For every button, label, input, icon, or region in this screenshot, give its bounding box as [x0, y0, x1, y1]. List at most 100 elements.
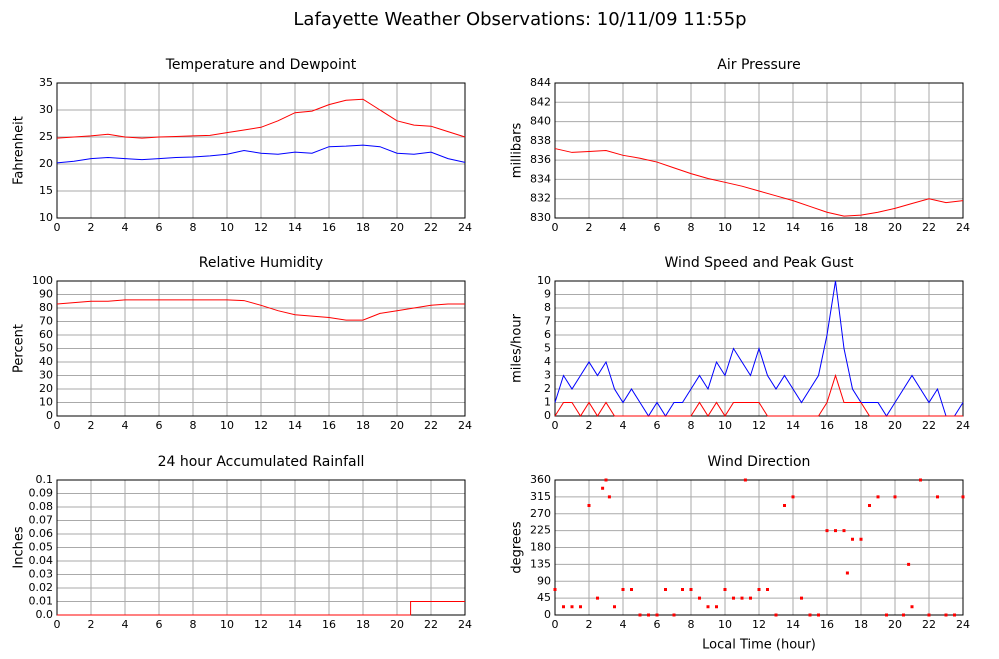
x-tick-label: 8	[190, 618, 197, 631]
x-tick-label: 2	[88, 618, 95, 631]
x-tick-label: 2	[586, 618, 593, 631]
y-tick-label: 840	[530, 115, 551, 128]
y-tick-label: 3	[544, 369, 551, 382]
x-tick-label: 14	[288, 221, 302, 234]
subplot-title: Wind Direction	[708, 454, 811, 470]
y-tick-label: 5	[544, 342, 551, 355]
y-tick-label: 2	[544, 382, 551, 395]
x-tick-label: 22	[424, 221, 438, 234]
scatter-point	[647, 613, 650, 617]
x-tick-label: 12	[752, 419, 766, 432]
x-tick-label: 8	[688, 419, 695, 432]
x-tick-label: 10	[718, 419, 732, 432]
y-tick-label: 90	[39, 288, 53, 301]
x-tick-label: 6	[156, 419, 163, 432]
x-tick-label: 12	[752, 221, 766, 234]
y-tick-label: 0.06	[29, 527, 54, 540]
scatter-point	[681, 588, 684, 591]
x-tick-label: 22	[922, 221, 936, 234]
x-tick-label: 6	[654, 618, 661, 631]
plot-frame	[554, 82, 964, 219]
y-tick-label: 15	[39, 184, 53, 197]
y-tick-label: 0.01	[29, 595, 54, 608]
x-tick-label: 0	[54, 419, 61, 432]
scatter-point	[732, 596, 735, 600]
scatter-point	[885, 613, 888, 617]
scatter-point	[800, 596, 803, 600]
y-tick-label: 225	[530, 524, 551, 537]
x-tick-label: 20	[390, 419, 404, 432]
scatter-point	[621, 588, 625, 591]
scatter-point	[868, 504, 871, 507]
x-axis-label: Local Time (hour)	[702, 638, 816, 653]
y-tick-label: 838	[530, 134, 551, 147]
y-tick-label: 0.07	[29, 514, 54, 527]
subplot-title: Wind Speed and Peak Gust	[665, 255, 854, 271]
plot-frame	[56, 82, 466, 219]
y-tick-label: 834	[530, 172, 551, 185]
x-tick-label: 20	[390, 221, 404, 234]
y-tick-label: 0.02	[29, 581, 54, 594]
y-tick-label: 60	[39, 328, 53, 341]
scatter-point	[774, 613, 778, 617]
scatter-point	[698, 596, 701, 600]
y-tick-label: 8	[544, 301, 551, 314]
y-tick-label: 360	[530, 473, 551, 486]
scatter-point	[553, 588, 557, 591]
scatter-point	[579, 605, 582, 609]
scatter-point	[689, 588, 693, 591]
scatter-point	[672, 613, 676, 617]
y-tick-label: 20	[39, 382, 53, 395]
y-tick-label: 0.0	[36, 608, 54, 621]
scatter-point	[961, 495, 965, 499]
scatter-point	[562, 605, 565, 609]
x-tick-label: 10	[220, 419, 234, 432]
x-tick-label: 18	[356, 618, 370, 631]
y-axis-label: degrees	[510, 521, 525, 574]
y-axis-label: millibars	[510, 123, 525, 179]
scatter-point	[664, 588, 667, 591]
plot-frame	[554, 479, 964, 616]
series-line	[56, 144, 466, 164]
scatter-point	[927, 613, 931, 617]
y-tick-label: 0.08	[29, 500, 54, 513]
y-tick-label: 4	[544, 355, 551, 368]
y-tick-label: 842	[530, 95, 551, 108]
scatter-point	[740, 596, 744, 600]
scatter-point	[919, 478, 922, 482]
x-tick-label: 14	[288, 419, 302, 432]
x-tick-label: 6	[156, 221, 163, 234]
x-tick-label: 16	[820, 618, 834, 631]
x-tick-label: 12	[752, 618, 766, 631]
series-line	[554, 373, 963, 417]
x-tick-label: 20	[390, 618, 404, 631]
y-tick-label: 20	[39, 157, 53, 170]
x-tick-label: 22	[922, 618, 936, 631]
x-tick-label: 24	[458, 221, 472, 234]
x-tick-label: 6	[156, 618, 163, 631]
scatter-point	[851, 537, 854, 541]
page-title: Lafayette Weather Observations: 10/11/09…	[293, 9, 746, 30]
y-tick-label: 0.1	[36, 473, 54, 486]
x-tick-label: 16	[322, 618, 336, 631]
scatter-point	[613, 605, 616, 609]
x-tick-label: 16	[322, 419, 336, 432]
y-tick-label: 30	[39, 369, 53, 382]
x-tick-label: 10	[220, 618, 234, 631]
y-tick-label: 0.09	[29, 487, 54, 500]
x-tick-label: 8	[190, 221, 197, 234]
scatter-point	[749, 596, 752, 600]
x-tick-label: 0	[552, 419, 559, 432]
x-tick-label: 4	[122, 618, 129, 631]
x-tick-label: 18	[854, 221, 868, 234]
x-tick-label: 14	[786, 221, 800, 234]
subplot-title: Temperature and Dewpoint	[165, 57, 357, 73]
y-tick-label: 45	[537, 591, 551, 604]
x-tick-label: 24	[956, 419, 970, 432]
scatter-point	[825, 529, 829, 533]
x-tick-label: 16	[820, 419, 834, 432]
scatter-point	[596, 596, 599, 600]
scatter-point	[936, 495, 939, 499]
x-tick-label: 10	[220, 221, 234, 234]
x-tick-label: 8	[190, 419, 197, 432]
